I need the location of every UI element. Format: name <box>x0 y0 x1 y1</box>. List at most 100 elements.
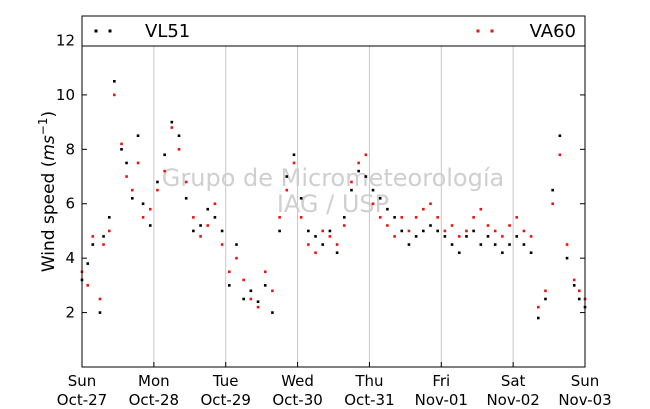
point-vl51-23 <box>228 284 231 287</box>
point-vl51-6 <box>113 80 116 83</box>
point-vl51-17 <box>184 197 188 200</box>
point-vl51-48 <box>407 243 411 246</box>
point-va60-29 <box>271 289 274 293</box>
point-vl51-11 <box>141 202 145 206</box>
point-va60-1 <box>86 284 90 287</box>
point-vl51-15 <box>170 120 174 124</box>
point-vl51-31 <box>285 175 289 178</box>
point-va60-59 <box>486 224 490 227</box>
point-vl51-49 <box>414 235 418 238</box>
point-vl51-13 <box>156 180 159 184</box>
point-vl51-50 <box>422 229 425 233</box>
point-vl51-1 <box>86 262 90 265</box>
watermark-line-2: IAG / USP <box>277 190 389 218</box>
point-va60-25 <box>242 278 245 282</box>
point-va60-36 <box>321 229 325 233</box>
y-tick-label-5: 12 <box>56 31 75 49</box>
point-va60-41 <box>357 161 360 165</box>
x-tick-date-5: Nov-01 <box>415 391 468 409</box>
point-va60-65 <box>529 235 533 238</box>
point-vl51-60 <box>493 243 497 246</box>
legend-label-va60: VA60 <box>530 21 576 42</box>
x-tick-day-7: Sun <box>571 372 600 390</box>
point-vl51-32 <box>292 153 296 157</box>
point-va60-11 <box>141 216 145 219</box>
point-vl51-63 <box>515 235 519 238</box>
point-va60-46 <box>393 235 396 238</box>
point-va60-34 <box>307 243 310 246</box>
point-vl51-53 <box>443 235 447 238</box>
point-vl51-3 <box>98 311 102 314</box>
point-vl51-14 <box>163 153 166 157</box>
point-vl51-38 <box>335 251 339 255</box>
point-va60-67 <box>544 289 547 293</box>
point-va60-5 <box>108 229 111 233</box>
point-vl51-54 <box>450 243 454 246</box>
point-vl51-51 <box>429 224 432 227</box>
y-tick-label-2: 6 <box>65 195 75 213</box>
point-va60-9 <box>131 188 134 192</box>
point-vl51-67 <box>544 297 547 301</box>
point-vl51-64 <box>522 243 526 246</box>
point-va60-13 <box>156 188 159 192</box>
point-vl51-33 <box>299 197 303 200</box>
point-va60-39 <box>342 224 346 227</box>
point-va60-7 <box>120 142 123 146</box>
point-va60-22 <box>220 243 224 246</box>
point-va60-62 <box>508 224 511 227</box>
point-vl51-56 <box>465 235 468 238</box>
point-vl51-19 <box>199 224 202 227</box>
point-vl51-61 <box>501 251 504 255</box>
point-vl51-52 <box>436 229 439 233</box>
watermark-line-1: Grupo de Micrometeorología <box>162 164 504 192</box>
point-va60-42 <box>364 153 368 157</box>
point-va60-49 <box>414 216 418 219</box>
point-vl51-25 <box>242 297 245 301</box>
point-vl51-4 <box>102 235 105 238</box>
point-va60-68 <box>551 202 554 206</box>
point-vl51-10 <box>136 134 140 138</box>
x-tick-date-3: Oct-30 <box>272 391 322 409</box>
point-va60-30 <box>278 216 281 219</box>
series-va60 <box>80 93 587 309</box>
point-vl51-18 <box>192 229 195 233</box>
point-vl51-5 <box>108 216 111 219</box>
point-va60-53 <box>443 229 447 233</box>
point-va60-58 <box>479 207 483 211</box>
point-va60-38 <box>335 243 339 246</box>
x-tick-day-3: Wed <box>281 372 314 390</box>
point-va60-52 <box>436 216 439 219</box>
point-va60-28 <box>263 270 267 274</box>
point-va60-23 <box>228 270 231 274</box>
point-vl51-62 <box>508 243 511 246</box>
point-va60-10 <box>136 161 140 165</box>
x-axis: SunOct-27MonOct-28TueOct-29WedOct-30ThuO… <box>57 16 612 409</box>
point-va60-35 <box>314 251 317 255</box>
point-vl51-35 <box>314 235 317 238</box>
legend-marker-vl51-0 <box>94 29 98 33</box>
point-va60-27 <box>256 305 260 309</box>
point-va60-40 <box>350 180 353 184</box>
point-va60-17 <box>184 180 188 184</box>
point-va60-44 <box>378 216 382 219</box>
point-va60-45 <box>386 224 389 227</box>
y-tick-label-1: 4 <box>65 249 75 267</box>
legend-marker-va60-1 <box>490 29 494 33</box>
x-tick-date-6: Nov-02 <box>486 391 539 409</box>
point-va60-47 <box>400 216 404 219</box>
point-va60-12 <box>148 207 152 211</box>
point-va60-2 <box>91 235 95 238</box>
point-vl51-58 <box>479 243 483 246</box>
point-va60-66 <box>536 305 540 309</box>
legend-marker-vl51-1 <box>108 29 112 33</box>
point-va60-43 <box>371 202 375 206</box>
legend: VL51 VA60 <box>81 15 586 47</box>
point-vl51-39 <box>342 216 346 219</box>
point-vl51-71 <box>572 284 576 287</box>
point-vl51-36 <box>321 243 325 246</box>
point-va60-51 <box>429 202 432 206</box>
x-tick-date-0: Oct-27 <box>57 391 107 409</box>
point-vl51-24 <box>235 243 238 246</box>
legend-marker-va60-0 <box>476 29 480 33</box>
